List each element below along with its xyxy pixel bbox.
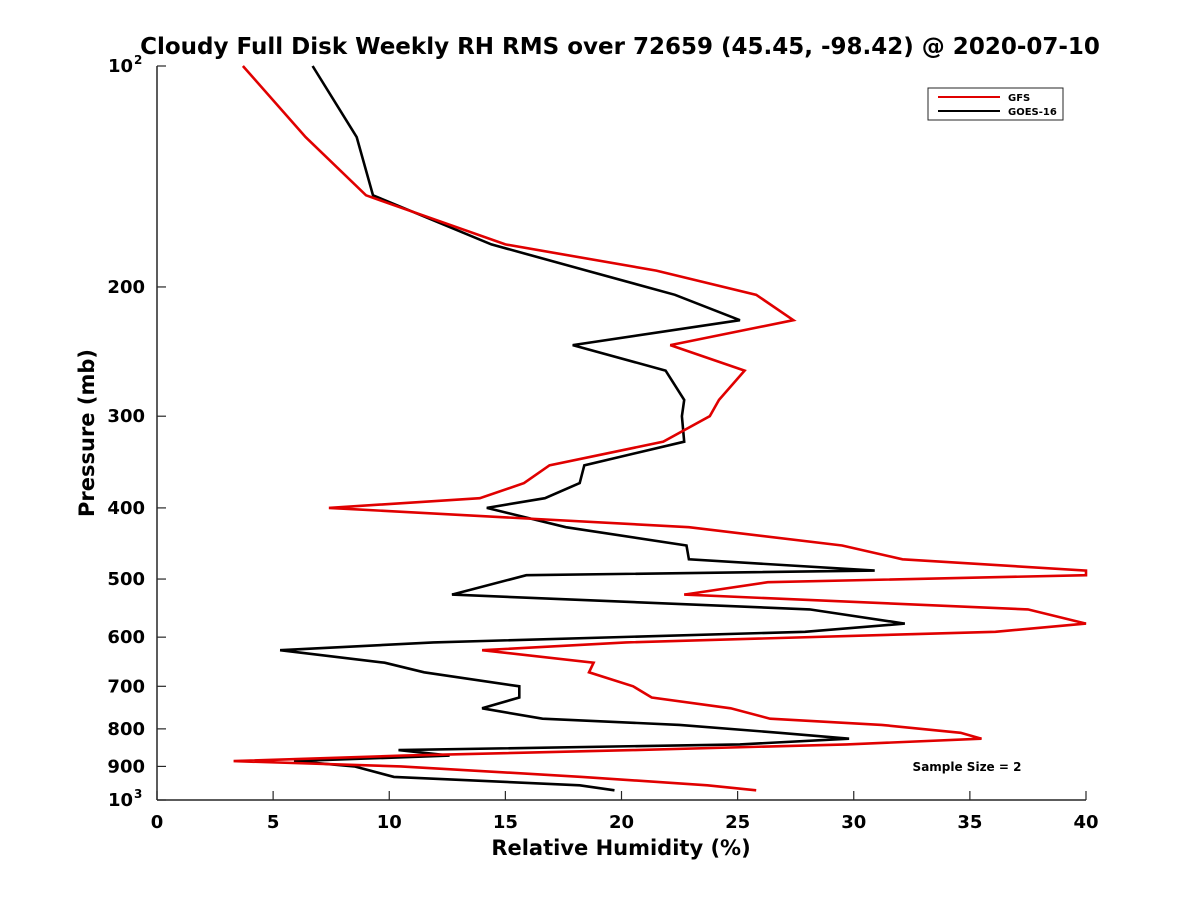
- sample-size-annotation: Sample Size = 2: [913, 760, 1022, 774]
- plot-area: [156, 66, 1086, 801]
- legend-label-gfs: GFS: [1008, 93, 1030, 104]
- x-tick-label: 35: [957, 812, 982, 833]
- x-tick-label: 15: [493, 812, 518, 833]
- x-tick-label: 40: [1073, 812, 1098, 833]
- y-tick-label: 400: [107, 498, 145, 519]
- y-tick-label: 700: [107, 676, 145, 697]
- x-tick-label: 5: [267, 812, 280, 833]
- y-tick-label: 800: [107, 719, 145, 740]
- x-tick-label: 20: [609, 812, 634, 833]
- series-line-gfs: [233, 65, 1088, 792]
- chart-title: Cloudy Full Disk Weekly RH RMS over 7265…: [140, 34, 1100, 60]
- legend-box: [927, 87, 1064, 121]
- x-tick-label: 25: [725, 812, 750, 833]
- legend: GFS GOES-16: [927, 87, 1064, 121]
- y-tick-exponent: 2: [134, 53, 142, 67]
- y-tick-label: 200: [107, 277, 145, 298]
- legend-label-goes16: GOES-16: [1008, 107, 1057, 118]
- y-tick-label: 300: [107, 406, 145, 427]
- x-ticks: 0 5 10 15 20 25 30 35 40: [151, 791, 1099, 833]
- y-tick-exponent: 3: [134, 787, 142, 801]
- x-tick-label: 0: [151, 812, 164, 833]
- x-tick-label: 30: [841, 812, 866, 833]
- y-tick-label: 10: [108, 56, 133, 77]
- y-tick-label: 600: [107, 627, 145, 648]
- y-tick-label: 500: [107, 569, 145, 590]
- y-tick-label: 10: [108, 790, 133, 811]
- series-line-goes16: [279, 65, 905, 792]
- series-lines: [233, 65, 1088, 792]
- y-tick-label: 900: [107, 756, 145, 777]
- x-axis-label: Relative Humidity (%): [491, 836, 750, 860]
- y-axis-label: Pressure (mb): [75, 349, 99, 517]
- x-tick-label: 10: [377, 812, 402, 833]
